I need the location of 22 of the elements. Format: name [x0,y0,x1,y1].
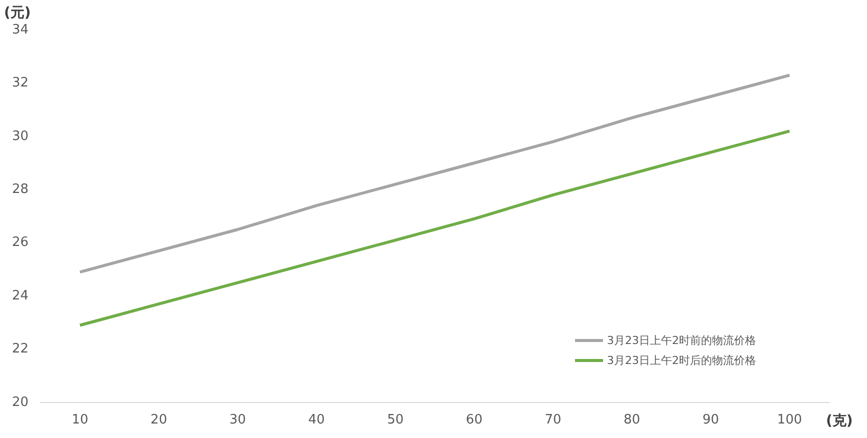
x-tick-label: 50 [387,412,404,428]
y-tick-label: 20 [12,394,29,410]
x-axis-title: (克) [826,412,853,430]
x-tick-label: 30 [229,412,246,428]
x-tick-label: 90 [702,412,720,428]
legend-label: 3月23日上午2时前的物流价格 [607,332,756,348]
y-tick-label: 32 [12,76,29,91]
y-tick-label: 22 [12,342,29,357]
y-tick-label: 28 [12,182,29,197]
x-tick-label: 70 [544,412,562,428]
y-axis-title: (元) [4,4,31,22]
x-tick-label: 100 [777,412,802,428]
y-tick-label: 24 [12,288,29,304]
x-tick-label: 60 [466,412,482,428]
x-tick-label: 20 [150,412,168,428]
legend-label: 3月23日上午2时后的物流价格 [607,352,756,368]
y-tick-label: 30 [12,128,29,144]
y-tick-label: 26 [12,235,29,250]
x-tick-label: 10 [72,412,88,428]
x-tick-label: 40 [308,412,325,428]
x-tick-label: 80 [624,412,640,428]
y-tick-label: 34 [12,22,29,38]
